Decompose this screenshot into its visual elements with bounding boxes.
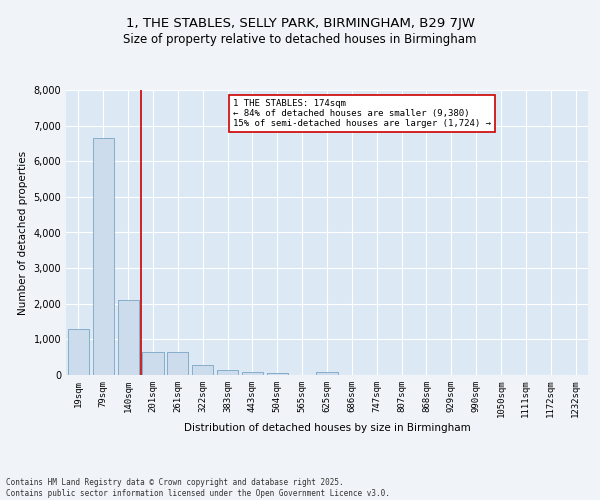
Text: 1 THE STABLES: 174sqm
← 84% of detached houses are smaller (9,380)
15% of semi-d: 1 THE STABLES: 174sqm ← 84% of detached … [233, 98, 491, 128]
Bar [118, 300, 139, 375]
Bar [142, 352, 164, 375]
X-axis label: Distribution of detached houses by size in Birmingham: Distribution of detached houses by size … [184, 423, 470, 433]
Bar [316, 372, 338, 375]
Bar [167, 352, 188, 375]
Y-axis label: Number of detached properties: Number of detached properties [18, 150, 28, 314]
Text: 1, THE STABLES, SELLY PARK, BIRMINGHAM, B29 7JW: 1, THE STABLES, SELLY PARK, BIRMINGHAM, … [125, 18, 475, 30]
Bar [192, 364, 213, 375]
Bar [267, 373, 288, 375]
Bar [68, 328, 89, 375]
Bar [93, 138, 114, 375]
Bar [217, 370, 238, 375]
Bar [242, 372, 263, 375]
Text: Contains HM Land Registry data © Crown copyright and database right 2025.
Contai: Contains HM Land Registry data © Crown c… [6, 478, 390, 498]
Text: Size of property relative to detached houses in Birmingham: Size of property relative to detached ho… [123, 32, 477, 46]
